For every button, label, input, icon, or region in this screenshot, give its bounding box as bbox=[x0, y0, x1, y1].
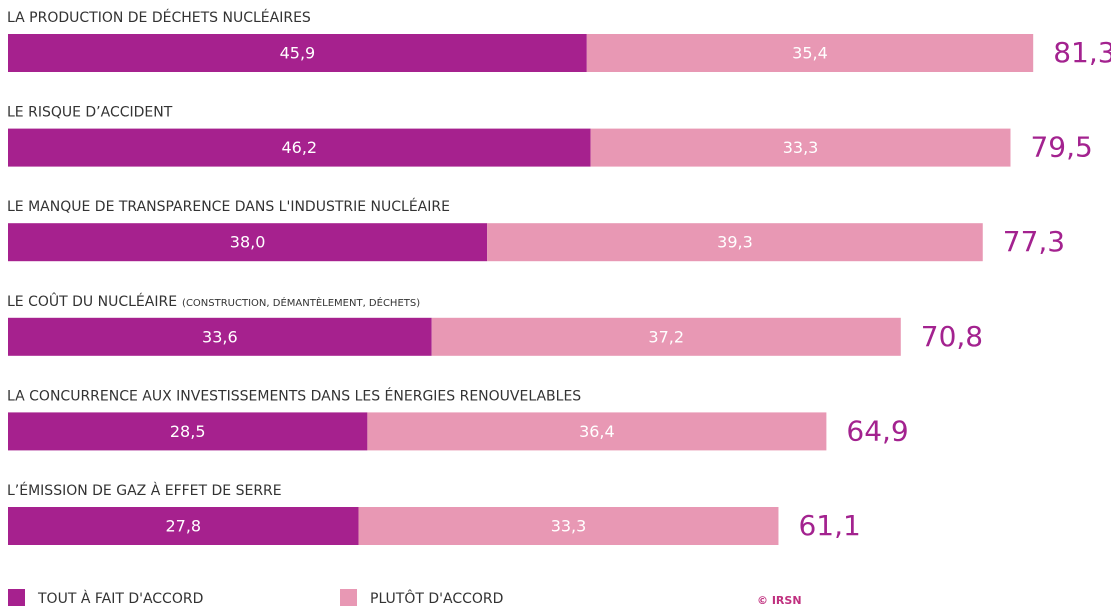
legend-swatch bbox=[8, 589, 25, 606]
legend-label: PLUTÔT D'ACCORD bbox=[370, 589, 503, 607]
category-label: L’ÉMISSION DE GAZ À EFFET DE SERRE bbox=[7, 482, 282, 499]
value-label: 36,4 bbox=[579, 422, 615, 441]
value-label: 33,3 bbox=[551, 517, 587, 536]
value-label: 37,2 bbox=[648, 327, 684, 346]
total-label: 61,1 bbox=[798, 509, 860, 542]
value-label: 27,8 bbox=[165, 517, 201, 536]
bar-segment bbox=[586, 34, 1034, 72]
bar-segment bbox=[8, 223, 488, 262]
bar-segment bbox=[431, 317, 901, 356]
value-label: 33,3 bbox=[783, 138, 819, 157]
category-note: (CONSTRUCTION, DÉMANTÈLEMENT, DÉCHETS) bbox=[182, 296, 420, 309]
value-label: 35,4 bbox=[792, 44, 828, 63]
value-label: 46,2 bbox=[281, 138, 317, 157]
legend-label: TOUT À FAIT D'ACCORD bbox=[37, 590, 203, 607]
total-label: 70,8 bbox=[921, 320, 983, 353]
bar-segment bbox=[590, 128, 1011, 167]
value-label: 38,0 bbox=[230, 233, 266, 252]
bar-segment bbox=[8, 507, 359, 545]
category-label: LE RISQUE D’ACCIDENT bbox=[7, 105, 173, 121]
bar-segment bbox=[8, 34, 587, 72]
category-label: LA PRODUCTION DE DÉCHETS NUCLÉAIRES bbox=[7, 9, 311, 26]
bar-segment bbox=[487, 223, 983, 262]
value-label: 39,3 bbox=[717, 233, 753, 252]
value-label: 28,5 bbox=[170, 422, 206, 441]
legend-swatch bbox=[340, 589, 357, 606]
bar-segment bbox=[367, 412, 827, 451]
total-label: 81,3 bbox=[1053, 36, 1111, 69]
category-label: LE MANQUE DE TRANSPARENCE DANS L'INDUSTR… bbox=[7, 198, 450, 215]
value-label: 33,6 bbox=[202, 327, 238, 346]
total-label: 77,3 bbox=[1003, 225, 1065, 258]
bar-segment bbox=[8, 128, 591, 167]
bar-segment bbox=[358, 507, 779, 545]
total-label: 79,5 bbox=[1030, 131, 1092, 164]
source: © IRSN bbox=[757, 594, 802, 607]
bar-segment bbox=[8, 412, 368, 451]
bar-segment bbox=[8, 317, 432, 356]
value-label: 45,9 bbox=[280, 44, 316, 63]
category-label: LA CONCURRENCE AUX INVESTISSEMENTS DANS … bbox=[7, 387, 581, 404]
total-label: 64,9 bbox=[846, 414, 908, 447]
category-label: LE COÛT DU NUCLÉAIRE bbox=[7, 292, 177, 310]
